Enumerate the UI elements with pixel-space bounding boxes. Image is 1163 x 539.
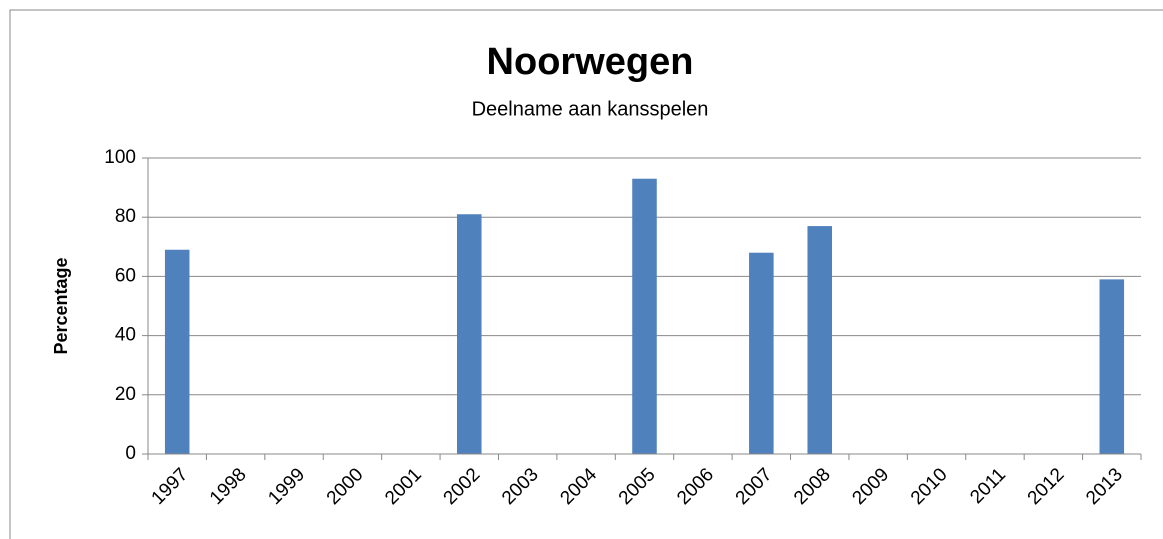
x-tick-label: 2013 [1082, 464, 1127, 509]
bar [807, 226, 833, 454]
y-axis-label: Percentage [51, 257, 71, 354]
y-tick-label: 60 [115, 265, 136, 286]
x-tick-label: 2007 [732, 464, 777, 509]
y-tick-label: 80 [115, 206, 136, 227]
bar [1099, 279, 1125, 454]
x-tick-label: 1999 [264, 464, 309, 509]
x-tick-label: 2000 [323, 464, 368, 509]
chart-title: Noorwegen [487, 41, 694, 83]
x-tick-label: 2004 [556, 464, 601, 509]
y-tick-label: 0 [125, 443, 136, 464]
x-tick-label: 2012 [1024, 464, 1069, 509]
x-tick-label: 2009 [848, 464, 893, 509]
x-tick-label: 2003 [498, 464, 543, 509]
x-tick-label: 2011 [966, 464, 1010, 508]
bar [749, 252, 774, 454]
x-tick-label: 2010 [907, 464, 952, 509]
x-tick-label: 1997 [148, 464, 193, 509]
x-tick-label: 1998 [206, 464, 251, 509]
x-tick-label: 2005 [615, 464, 660, 509]
y-tick-label: 100 [104, 147, 136, 168]
x-tick-label: 2002 [440, 464, 485, 509]
y-tick-label: 40 [115, 325, 136, 346]
chart-frame [9, 9, 1163, 539]
chart-subtitle: Deelname aan kansspelen [472, 98, 709, 120]
bar [632, 178, 657, 454]
x-tick-label: 2006 [673, 464, 718, 509]
x-tick-label: 2008 [790, 464, 835, 509]
x-tick-label: 2001 [381, 464, 426, 509]
bar [164, 249, 190, 454]
y-tick-label: 20 [115, 384, 136, 405]
bar [456, 214, 482, 454]
